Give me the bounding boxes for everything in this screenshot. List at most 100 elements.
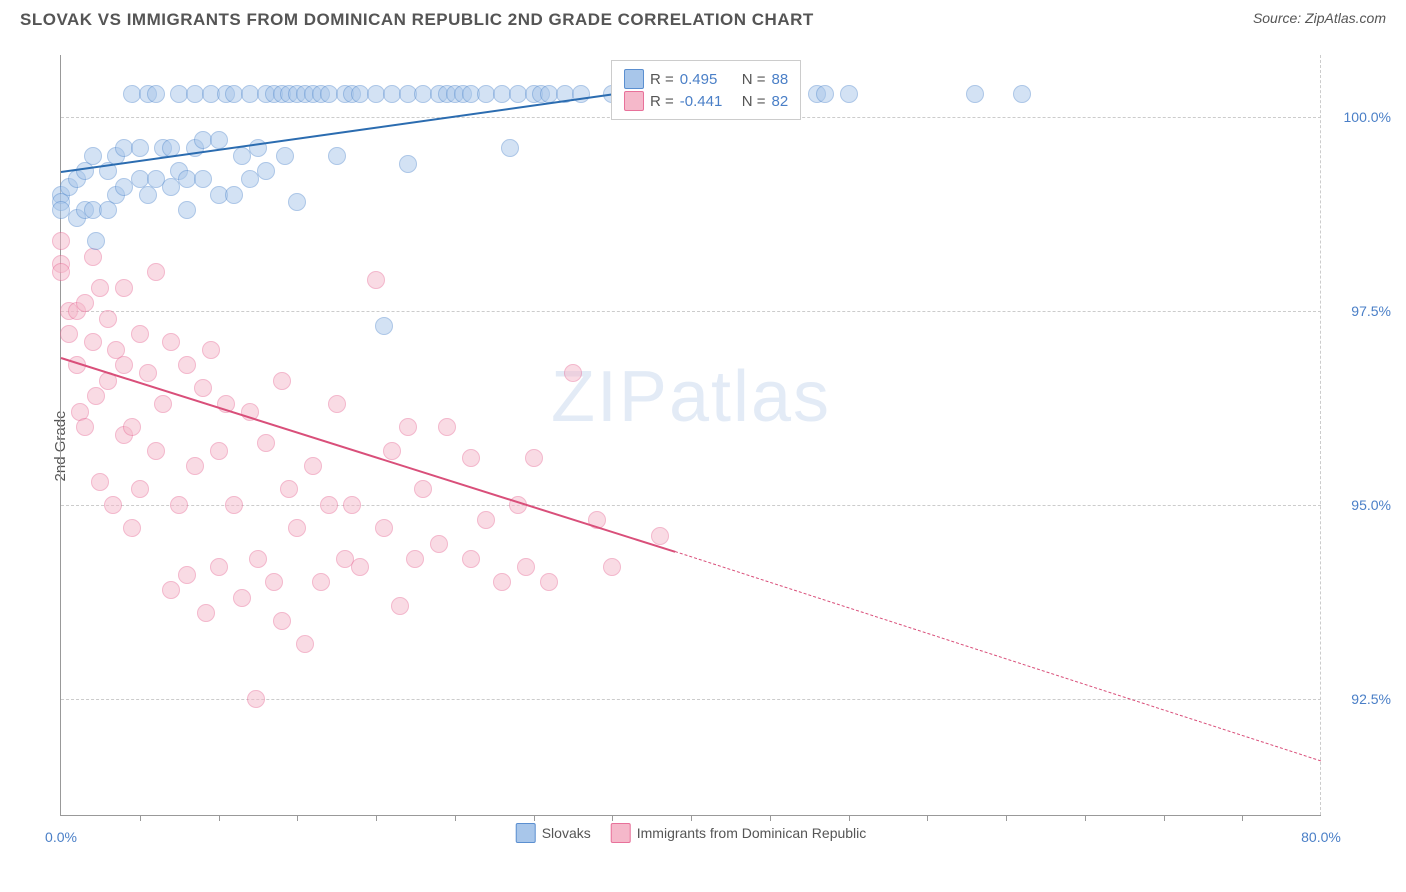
data-point <box>210 131 228 149</box>
data-point <box>99 310 117 328</box>
data-point <box>154 395 172 413</box>
legend-label: Slovaks <box>542 825 591 841</box>
data-point <box>406 550 424 568</box>
data-point <box>104 496 122 514</box>
data-point <box>247 690 265 708</box>
data-point <box>501 139 519 157</box>
header-bar: SLOVAK VS IMMIGRANTS FROM DOMINICAN REPU… <box>0 0 1406 35</box>
data-point <box>288 193 306 211</box>
data-point <box>383 442 401 460</box>
scatter-plot: ZIPatlas 92.5%95.0%97.5%100.0%0.0%80.0%R… <box>60 55 1321 816</box>
data-point <box>194 170 212 188</box>
data-point <box>399 155 417 173</box>
data-point <box>84 333 102 351</box>
data-point <box>76 294 94 312</box>
data-point <box>304 457 322 475</box>
xtick <box>140 815 141 821</box>
legend-n-label: N = <box>742 93 766 110</box>
data-point <box>225 496 243 514</box>
data-point <box>477 511 495 529</box>
data-point <box>540 573 558 591</box>
data-point <box>91 473 109 491</box>
legend-item: Slovaks <box>516 823 591 843</box>
legend-n-label: N = <box>742 71 766 88</box>
data-point <box>233 589 251 607</box>
data-point <box>296 635 314 653</box>
xtick <box>376 815 377 821</box>
legend-item: Immigrants from Dominican Republic <box>611 823 867 843</box>
gridline-v <box>1320 55 1321 815</box>
data-point <box>210 442 228 460</box>
data-point <box>197 604 215 622</box>
data-point <box>170 496 188 514</box>
data-point <box>131 325 149 343</box>
data-point <box>462 550 480 568</box>
data-point <box>816 85 834 103</box>
xtick <box>297 815 298 821</box>
data-point <box>115 279 133 297</box>
legend-r-label: R = <box>650 93 674 110</box>
data-point <box>87 387 105 405</box>
data-point <box>257 434 275 452</box>
data-point <box>265 573 283 591</box>
ytick-label: 97.5% <box>1351 303 1391 319</box>
data-point <box>430 535 448 553</box>
data-point <box>194 379 212 397</box>
xtick <box>1242 815 1243 821</box>
data-point <box>438 418 456 436</box>
data-point <box>52 232 70 250</box>
legend-swatch <box>624 69 644 89</box>
data-point <box>564 364 582 382</box>
data-point <box>462 449 480 467</box>
data-point <box>249 550 267 568</box>
data-point <box>375 317 393 335</box>
legend-n-value: 88 <box>772 71 789 88</box>
data-point <box>147 442 165 460</box>
data-point <box>87 232 105 250</box>
legend-row: R =-0.441N =82 <box>624 91 788 111</box>
data-point <box>328 395 346 413</box>
data-point <box>123 519 141 537</box>
data-point <box>123 418 141 436</box>
data-point <box>178 201 196 219</box>
data-point <box>202 341 220 359</box>
chart-title: SLOVAK VS IMMIGRANTS FROM DOMINICAN REPU… <box>20 10 814 30</box>
gridline-h <box>61 311 1321 312</box>
data-point <box>186 457 204 475</box>
data-point <box>966 85 984 103</box>
data-point <box>525 449 543 467</box>
data-point <box>312 573 330 591</box>
xtick <box>219 815 220 821</box>
data-point <box>131 139 149 157</box>
data-point <box>178 566 196 584</box>
data-point <box>139 186 157 204</box>
data-point <box>493 573 511 591</box>
xtick <box>927 815 928 821</box>
data-point <box>367 271 385 289</box>
xtick <box>455 815 456 821</box>
data-point <box>52 263 70 281</box>
ytick-label: 92.5% <box>1351 691 1391 707</box>
series-legend: Slovaks Immigrants from Dominican Republi… <box>516 821 867 845</box>
data-point <box>60 325 78 343</box>
legend-label: Immigrants from Dominican Republic <box>637 825 867 841</box>
ytick-label: 100.0% <box>1344 109 1391 125</box>
data-point <box>139 364 157 382</box>
xtick <box>1085 815 1086 821</box>
xtick <box>1164 815 1165 821</box>
data-point <box>280 480 298 498</box>
data-point <box>99 201 117 219</box>
data-point <box>1013 85 1031 103</box>
data-point <box>391 597 409 615</box>
data-point <box>131 480 149 498</box>
watermark-text: ZIPatlas <box>551 356 831 438</box>
data-point <box>76 418 94 436</box>
data-point <box>225 186 243 204</box>
trend-line <box>675 551 1321 761</box>
data-point <box>840 85 858 103</box>
data-point <box>84 248 102 266</box>
data-point <box>343 496 361 514</box>
data-point <box>276 147 294 165</box>
legend-r-label: R = <box>650 71 674 88</box>
data-point <box>320 496 338 514</box>
